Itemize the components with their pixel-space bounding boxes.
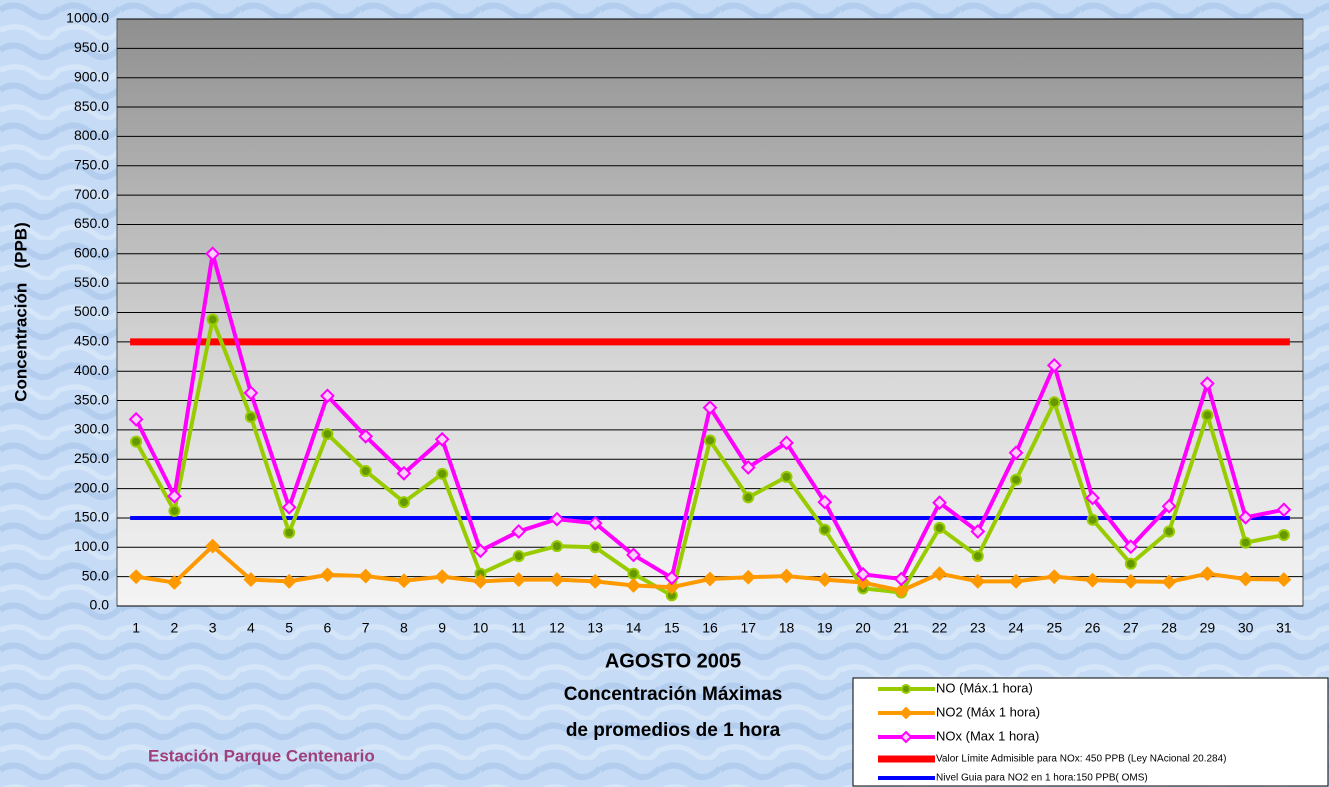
marker [1241,538,1251,548]
marker [208,315,218,325]
y-tick-label: 400.0 [74,362,109,378]
x-tick-label: 18 [779,620,795,636]
legend-label: NO (Máx.1 hora) [936,680,1033,695]
x-tick-label: 24 [1008,620,1024,636]
x-tick-label: 9 [438,620,446,636]
station-label: Estación Parque Centenario [148,746,375,765]
chart-title: AGOSTO 2005 [605,650,741,672]
x-tick-label: 28 [1161,620,1177,636]
y-tick-label: 500.0 [74,303,109,319]
marker [820,525,830,535]
y-tick-label: 800.0 [74,127,109,143]
y-tick-label: 450.0 [74,333,109,349]
y-tick-label: 350.0 [74,391,109,407]
y-tick-label: 1000.0 [66,10,109,26]
y-tick-label: 150.0 [74,509,109,525]
x-tick-label: 10 [473,620,489,636]
x-tick-label: 23 [970,620,986,636]
y-tick-label: 550.0 [74,274,109,290]
marker [131,437,141,447]
marker [782,472,792,482]
legend-label: NOx (Max 1 hora) [936,728,1039,743]
legend-label: NO2 (Máx 1 hora) [936,704,1040,719]
x-tick-label: 1 [132,620,140,636]
subtitle: de promedios de 1 hora [566,720,781,741]
marker [514,551,524,561]
marker [1279,530,1289,540]
x-tick-label: 14 [626,620,642,636]
x-tick-label: 2 [170,620,178,636]
legend-label: Nivel Guia para NO2 en 1 hora:150 PPB( O… [936,773,1148,784]
x-tick-label: 22 [932,620,948,636]
y-tick-label: 200.0 [74,479,109,495]
x-tick-label: 19 [817,620,833,636]
marker [399,497,409,507]
marker [590,542,600,552]
y-tick-label: 850.0 [74,98,109,114]
chart: Concentración (PPB) AGOSTO 2005 Concentr… [0,0,1329,787]
y-tick-label: 0.0 [90,597,110,613]
x-tick-label: 25 [1047,620,1063,636]
y-tick-label: 50.0 [82,567,109,583]
x-tick-label: 6 [324,620,332,636]
x-tick-label: 16 [702,620,718,636]
marker [1126,559,1136,569]
x-tick-label: 27 [1123,620,1139,636]
y-tick-label: 250.0 [74,450,109,466]
y-tick-label: 950.0 [74,39,109,55]
x-tick-label: 5 [285,620,293,636]
x-tick-label: 3 [209,620,217,636]
x-tick-label: 26 [1085,620,1101,636]
y-tick-label: 750.0 [74,156,109,172]
x-tick-label: 30 [1238,620,1254,636]
marker [1011,475,1021,485]
y-tick-label: 700.0 [74,186,109,202]
x-tick-label: 21 [894,620,910,636]
x-tick-label: 11 [511,620,526,636]
marker [169,506,179,516]
marker [246,412,256,422]
x-tick-label: 8 [400,620,408,636]
legend [853,678,1328,786]
marker [284,528,294,538]
x-tick-label: 15 [664,620,680,636]
marker [1088,515,1098,525]
marker [973,551,983,561]
marker [628,569,638,579]
legend-label: Valor Límite Admisible para NOx: 450 PPB… [936,754,1227,765]
x-tick-label: 7 [362,620,370,636]
x-tick-label: 29 [1200,620,1216,636]
marker [1049,397,1059,407]
marker [361,466,371,476]
x-tick-label: 17 [740,620,756,636]
y-tick-label: 900.0 [74,68,109,84]
marker [1164,526,1174,536]
y-tick-label: 100.0 [74,538,109,554]
marker [437,469,447,479]
marker [552,541,562,551]
page: Concentración (PPB) AGOSTO 2005 Concentr… [0,0,1329,787]
y-axis-label: Concentración (PPB) [11,222,30,401]
x-tick-label: 4 [247,620,255,636]
y-tick-label: 300.0 [74,421,109,437]
x-tick-label: 20 [855,620,871,636]
marker [935,523,945,533]
x-tick-label: 13 [587,620,603,636]
marker [1202,410,1212,420]
y-tick-label: 650.0 [74,215,109,231]
marker [705,435,715,445]
marker [322,429,332,439]
marker [743,492,753,502]
subtitle: Concentración Máximas [564,684,783,705]
y-tick-label: 600.0 [74,245,109,261]
x-tick-label: 12 [549,620,565,636]
x-tick-label: 31 [1276,620,1292,636]
marker [902,685,910,693]
